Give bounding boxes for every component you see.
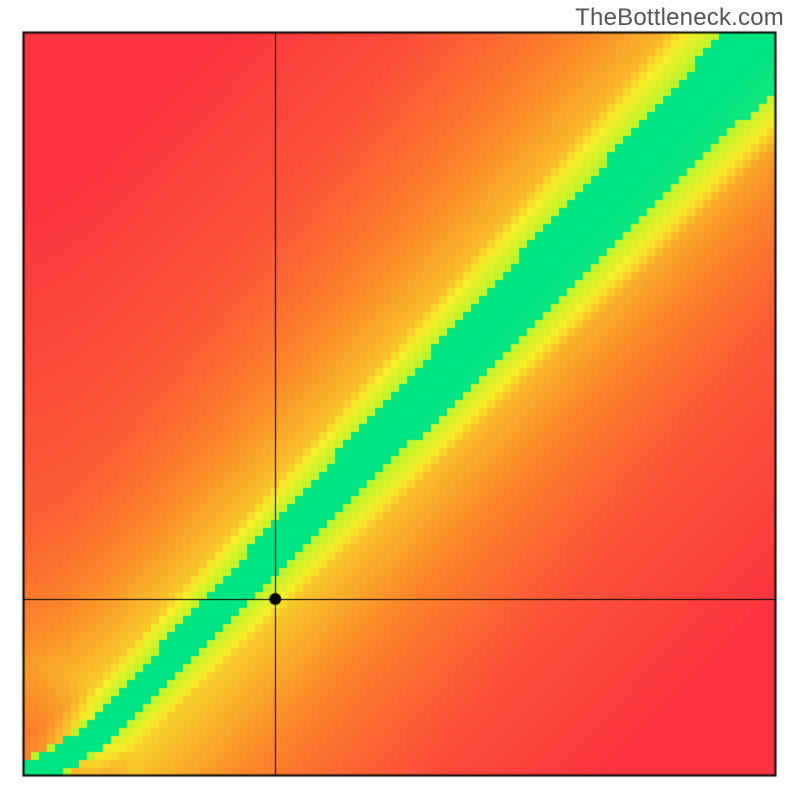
watermark-text: TheBottleneck.com bbox=[575, 4, 784, 32]
heatmap-canvas bbox=[0, 0, 800, 800]
chart-container: TheBottleneck.com bbox=[0, 0, 800, 800]
